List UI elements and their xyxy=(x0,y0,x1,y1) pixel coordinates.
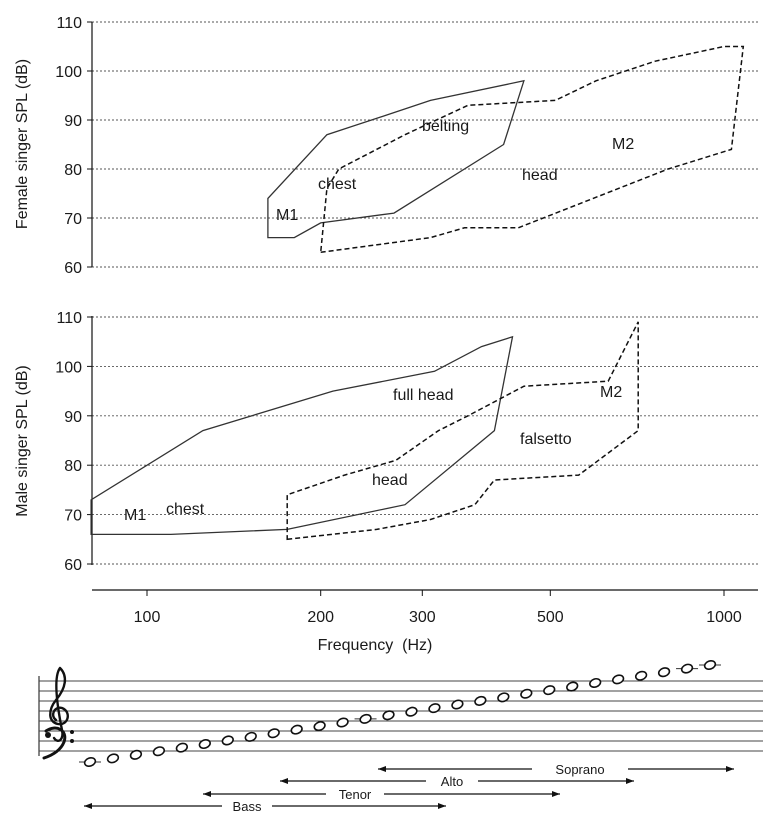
whole-note xyxy=(83,756,97,768)
label-male-head: head xyxy=(372,472,408,489)
label-male-falsetto: falsetto xyxy=(520,431,572,448)
range-bass: Bass xyxy=(84,799,446,813)
female-spl-panel: 60 70 80 90 100 110 Female singer SPL (dB) M1… xyxy=(14,15,758,277)
whole-note xyxy=(428,703,441,714)
male-y-tick-label: 70 xyxy=(64,508,82,525)
male-spl-panel: 60 70 80 90 100 110 Male singer SPL (dB) M1 c… xyxy=(14,310,758,574)
label-female-belting: belting xyxy=(422,118,469,135)
staff-lines xyxy=(39,680,763,752)
whole-note xyxy=(267,728,280,739)
x-tick-labels: 100 200 300 500 1000 xyxy=(134,590,742,626)
whole-note xyxy=(405,706,418,717)
range-alto-label: Alto xyxy=(441,774,463,789)
x-tick-label: 500 xyxy=(537,609,564,626)
male-y-tick-label: 60 xyxy=(64,557,82,574)
label-male-chest: chest xyxy=(166,501,205,518)
label-female-head: head xyxy=(522,167,558,184)
female-y-tick-label: 110 xyxy=(56,15,82,32)
whole-note xyxy=(382,710,395,721)
male-regions xyxy=(90,321,639,541)
whole-note xyxy=(359,713,372,724)
whole-note xyxy=(703,659,717,671)
whole-note xyxy=(129,749,143,760)
female-y-tick-label: 60 xyxy=(64,260,82,277)
label-female-m2: M2 xyxy=(612,136,634,153)
female-y-tick-labels: 60 70 80 90 100 110 xyxy=(55,15,92,277)
male-y-axis-label: Male singer SPL (dB) xyxy=(14,365,31,516)
male-region-dashed xyxy=(286,321,639,541)
label-male-m1: M1 xyxy=(124,507,146,524)
range-soprano: Soprano xyxy=(378,762,734,777)
whole-note xyxy=(290,724,303,735)
whole-note xyxy=(520,688,533,699)
voice-ranges: Soprano Alto Tenor Bass xyxy=(84,762,734,813)
grand-staff xyxy=(38,659,763,768)
whole-note xyxy=(589,677,602,688)
whole-note xyxy=(680,663,694,674)
female-y-axis-label: Female singer SPL (dB) xyxy=(14,59,31,229)
whole-note xyxy=(451,699,464,710)
male-y-tick-label: 80 xyxy=(64,458,82,475)
x-tick-label: 100 xyxy=(134,609,161,626)
whole-note xyxy=(566,681,579,692)
whole-note xyxy=(634,670,648,681)
x-tick-label: 300 xyxy=(409,609,436,626)
female-region-solid xyxy=(267,79,525,239)
range-soprano-label: Soprano xyxy=(555,762,604,777)
range-tenor: Tenor xyxy=(203,787,560,802)
female-regions xyxy=(267,45,745,254)
range-alto: Alto xyxy=(280,774,634,789)
female-region-dashed xyxy=(319,45,745,254)
whole-note xyxy=(657,667,671,678)
female-y-tick-label: 70 xyxy=(64,211,82,228)
label-male-m2: M2 xyxy=(600,384,622,401)
whole-note xyxy=(106,753,120,764)
male-gridlines xyxy=(92,316,758,565)
whole-note xyxy=(336,717,349,728)
whole-note xyxy=(152,746,166,757)
female-y-tick-label: 80 xyxy=(64,162,82,179)
whole-note xyxy=(244,731,257,742)
label-female-m1: M1 xyxy=(276,207,298,224)
whole-note xyxy=(474,695,487,706)
male-y-tick-labels: 60 70 80 90 100 110 xyxy=(55,310,92,574)
male-region-solid xyxy=(90,335,514,536)
x-tick-label: 1000 xyxy=(706,609,742,626)
x-axis-label: Frequency (Hz) xyxy=(318,637,433,654)
male-y-tick-label: 110 xyxy=(56,310,82,327)
female-y-tick-label: 100 xyxy=(55,64,82,81)
whole-note xyxy=(543,685,556,696)
bass-clef-icon xyxy=(42,726,74,760)
female-y-tick-label: 90 xyxy=(64,113,82,130)
range-tenor-label: Tenor xyxy=(339,787,372,802)
label-female-chest: chest xyxy=(318,176,357,193)
whole-note xyxy=(497,692,510,703)
scale-notes xyxy=(79,659,721,768)
whole-note xyxy=(313,721,326,732)
label-male-full-head: full head xyxy=(393,387,454,404)
frequency-axis: 100 200 300 500 1000 Frequency (Hz) xyxy=(92,589,758,654)
female-gridlines xyxy=(92,21,758,268)
whole-note xyxy=(175,742,188,753)
whole-note xyxy=(198,739,211,750)
whole-note xyxy=(612,674,625,685)
range-bass-label: Bass xyxy=(233,799,262,813)
male-y-tick-label: 90 xyxy=(64,409,82,426)
x-tick-label: 200 xyxy=(307,609,334,626)
whole-note xyxy=(221,735,234,746)
male-y-tick-label: 100 xyxy=(55,359,82,376)
